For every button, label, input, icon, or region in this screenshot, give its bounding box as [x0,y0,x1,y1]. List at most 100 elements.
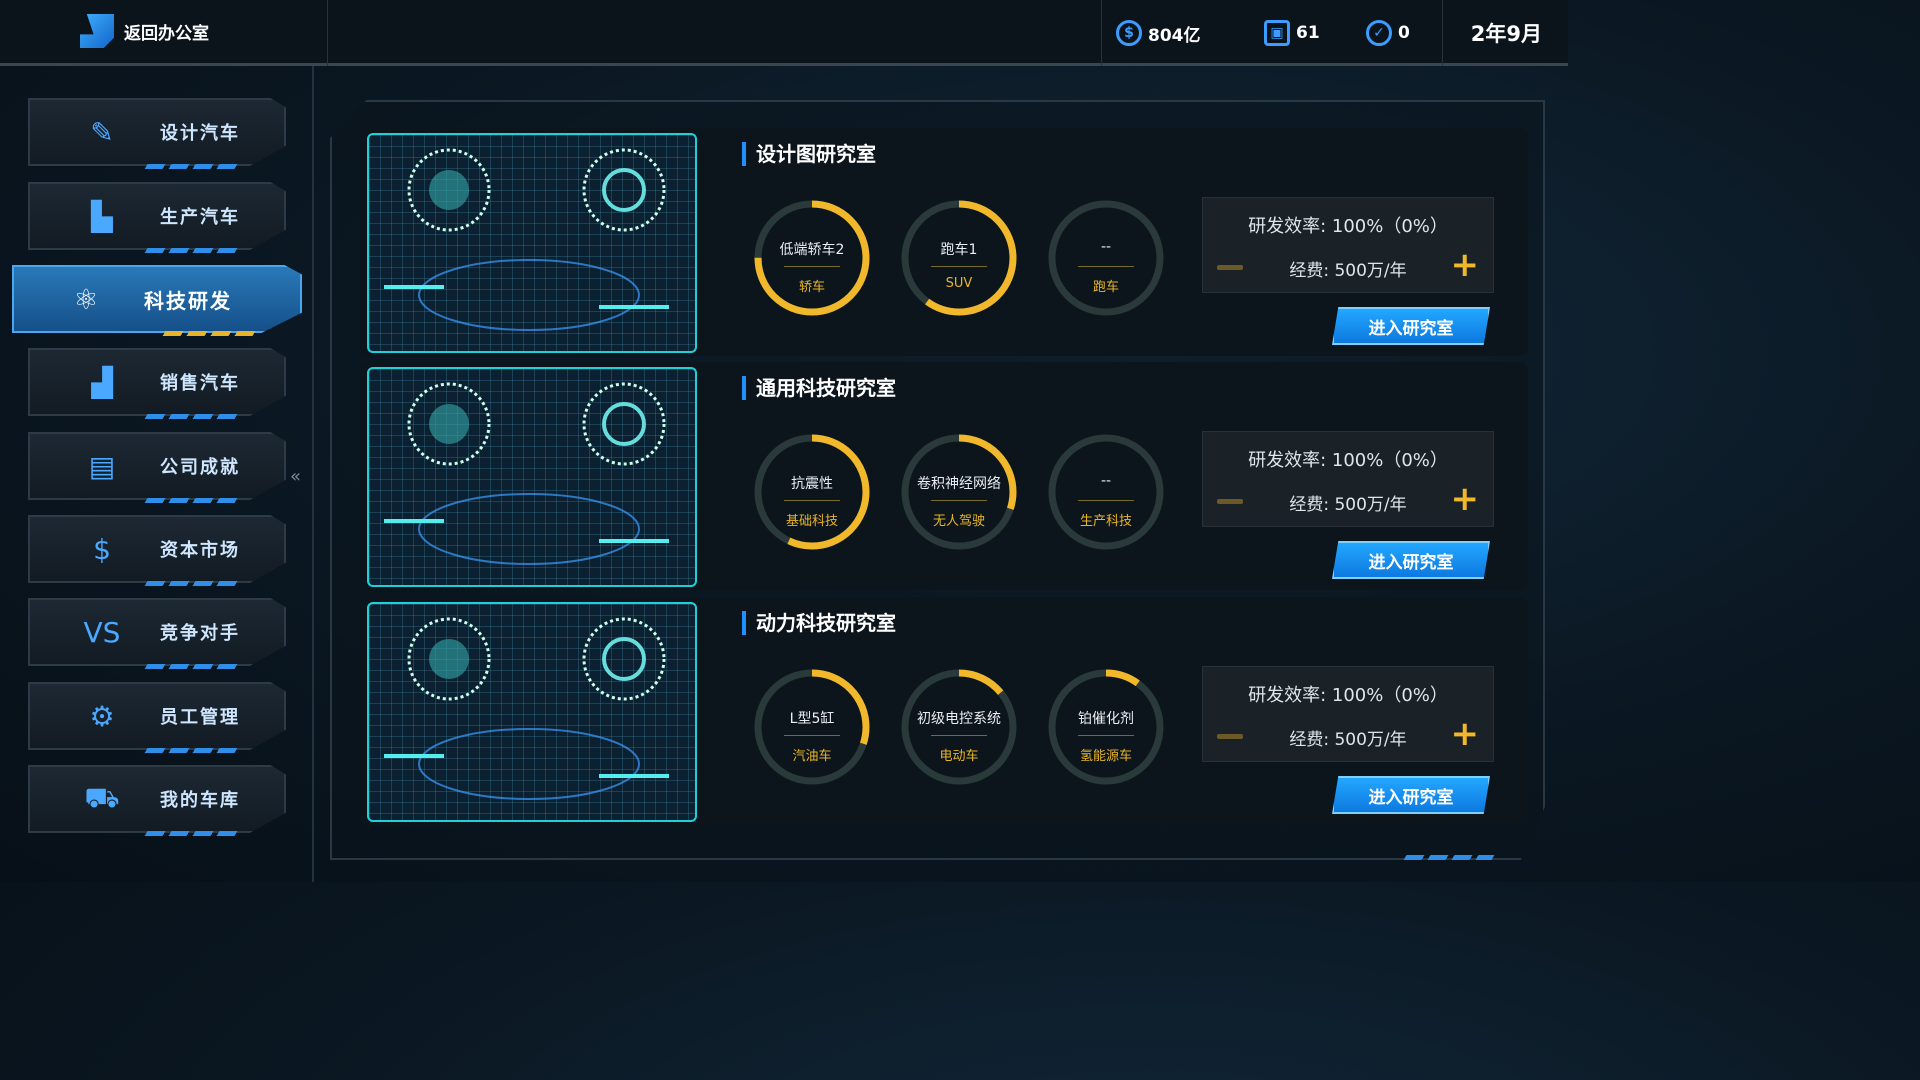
enter-lab-button[interactable]: 进入研究室 [1332,776,1490,814]
badges-value: 0 [1398,23,1410,43]
project-ring[interactable]: 跑车1 SUV [899,198,1019,318]
project-name: 低端轿车2 [779,242,845,258]
lab-title: 设计图研究室 [742,142,876,166]
project-category: 跑车 [1092,280,1119,295]
nav-dash-decoration [144,164,238,169]
lab-title: 通用科技研究室 [742,376,896,400]
sidebar-item-5[interactable]: $ 资本市场 [28,515,286,583]
project-ring[interactable]: 铂催化剂 氢能源车 [1046,667,1166,787]
lab-row: 通用科技研究室 抗震性 基础科技 卷积神经网络 无人驾驶 -- 生产科技 研发效… [360,362,1528,590]
nav-dash-decoration [144,248,238,253]
sidebar-item-label: 公司成就 [160,457,240,478]
back-to-office-button[interactable]: 返回办公室 [80,14,209,48]
project-ring[interactable]: 低端轿车2 轿车 [752,198,872,318]
nav-dash-decoration [144,831,238,836]
sidebar-item-7[interactable]: ⚙ 员工管理 [28,682,286,750]
sidebar-item-0[interactable]: ✎ 设计汽车 [28,98,286,166]
sidebar-item-label: 员工管理 [160,707,240,728]
top-bar: 返回办公室 $804亿 ▣ 61 ✓ 0 2年9月 [0,0,1568,66]
corner-decoration [1403,855,1495,860]
increase-budget-button[interactable]: + [1450,479,1480,519]
nav-dash-decoration [144,581,238,586]
lab-illustration [367,367,697,587]
progress-ring-icon [754,434,870,550]
decrease-budget-button[interactable] [1217,499,1243,504]
factory-icon: ▙ [91,199,113,233]
sidebar-item-2[interactable]: ⚛ 科技研发 [12,265,302,333]
cost-text: 经费: 500万/年 [1289,730,1407,750]
project-name: 跑车1 [940,242,978,258]
sidebar-item-label: 我的车库 [160,790,240,811]
project-ring[interactable]: L型5缸 汽油车 [752,667,872,787]
sidebar-item-label: 生产汽车 [160,207,240,228]
vs-shield-icon: VS [83,615,121,649]
sidebar-item-1[interactable]: ▙ 生产汽车 [28,182,286,250]
money-stat: $804亿 [1116,20,1201,46]
decrease-budget-button[interactable] [1217,265,1243,270]
money-bag-icon: $ [93,532,111,566]
sidebar-item-6[interactable]: VS 竞争对手 [28,598,286,666]
chips-value: 61 [1296,23,1320,43]
decrease-budget-button[interactable] [1217,734,1243,739]
project-name: -- [1100,239,1112,255]
sidebar-item-label: 竞争对手 [160,623,240,644]
project-name: 卷积神经网络 [917,476,1001,492]
sidebar-item-label: 设计汽车 [160,123,240,144]
project-category: 无人驾驶 [932,514,985,529]
nav-dash-decoration [144,664,238,669]
progress-ring-icon [754,669,870,785]
project-ring[interactable]: 初级电控系统 电动车 [899,667,1019,787]
project-category: 生产科技 [1079,514,1132,529]
collapse-sidebar-button[interactable]: « [290,466,302,487]
nav-dash-decoration [144,748,238,753]
logo-icon [80,14,114,48]
users-gear-icon: ⚙ [89,699,115,733]
project-ring[interactable]: 卷积神经网络 无人驾驶 [899,432,1019,552]
project-name: L型5缸 [789,711,835,727]
project-category: 氢能源车 [1079,749,1132,764]
increase-budget-button[interactable]: + [1450,245,1480,285]
project-name: 初级电控系统 [917,711,1001,727]
lab-budget-panel: 研发效率: 100%（0%） 经费: 500万/年 + [1202,666,1494,762]
chip-icon: ▣ [1264,20,1290,46]
project-category: SUV [945,276,973,291]
sidebar-item-8[interactable]: ⛟ 我的车库 [28,765,286,833]
coin-icon: $ [1116,20,1142,46]
project-category: 汽油车 [792,749,832,764]
project-ring[interactable]: 抗震性 基础科技 [752,432,872,552]
sidebar-item-4[interactable]: ▤ 公司成就 [28,432,286,500]
sidebar-item-label: 销售汽车 [160,373,240,394]
cost-text: 经费: 500万/年 [1289,495,1407,515]
nav-dash-decoration [144,414,238,419]
lab-row: 设计图研究室 低端轿车2 轿车 跑车1 SUV -- 跑车 研发效率: 100%… [360,128,1528,356]
project-category: 基础科技 [785,514,838,529]
project-ring[interactable]: -- 生产科技 [1046,432,1166,552]
nav-dash-decoration [162,331,256,336]
lab-budget-panel: 研发效率: 100%（0%） 经费: 500万/年 + [1202,197,1494,293]
back-label: 返回办公室 [124,23,209,44]
project-name: 抗震性 [791,476,833,492]
project-ring[interactable]: -- 跑车 [1046,198,1166,318]
cost-text: 经费: 500万/年 [1289,261,1407,281]
enter-lab-button[interactable]: 进入研究室 [1332,541,1490,579]
increase-budget-button[interactable]: + [1450,714,1480,754]
enter-lab-button[interactable]: 进入研究室 [1332,307,1490,345]
efficiency-text: 研发效率: 100%（0%） [1248,685,1448,706]
progress-ring-icon [1048,434,1164,550]
chips-stat: ▣ 61 [1264,20,1320,46]
efficiency-text: 研发效率: 100%（0%） [1248,216,1448,237]
sidebar: ✎ 设计汽车 ▙ 生产汽车 ⚛ 科技研发 ▟ 销售汽车 ▤ 公司成就 $ 资本市场 VS 竞争对手 ⚙ 员工管… [0,66,314,882]
sidebar-item-label: 科技研发 [144,288,232,313]
game-date: 2年9月 [1470,22,1542,46]
lab-illustration [367,133,697,353]
lab-title: 动力科技研究室 [742,611,896,635]
efficiency-text: 研发效率: 100%（0%） [1248,450,1448,471]
project-category: 轿车 [798,280,825,295]
progress-ring-icon [1048,669,1164,785]
progress-ring-icon [901,669,1017,785]
progress-ring-icon [754,200,870,316]
lab-illustration [367,602,697,822]
sidebar-item-3[interactable]: ▟ 销售汽车 [28,348,286,416]
project-category: 电动车 [939,749,979,764]
sidebar-item-label: 资本市场 [160,540,240,561]
